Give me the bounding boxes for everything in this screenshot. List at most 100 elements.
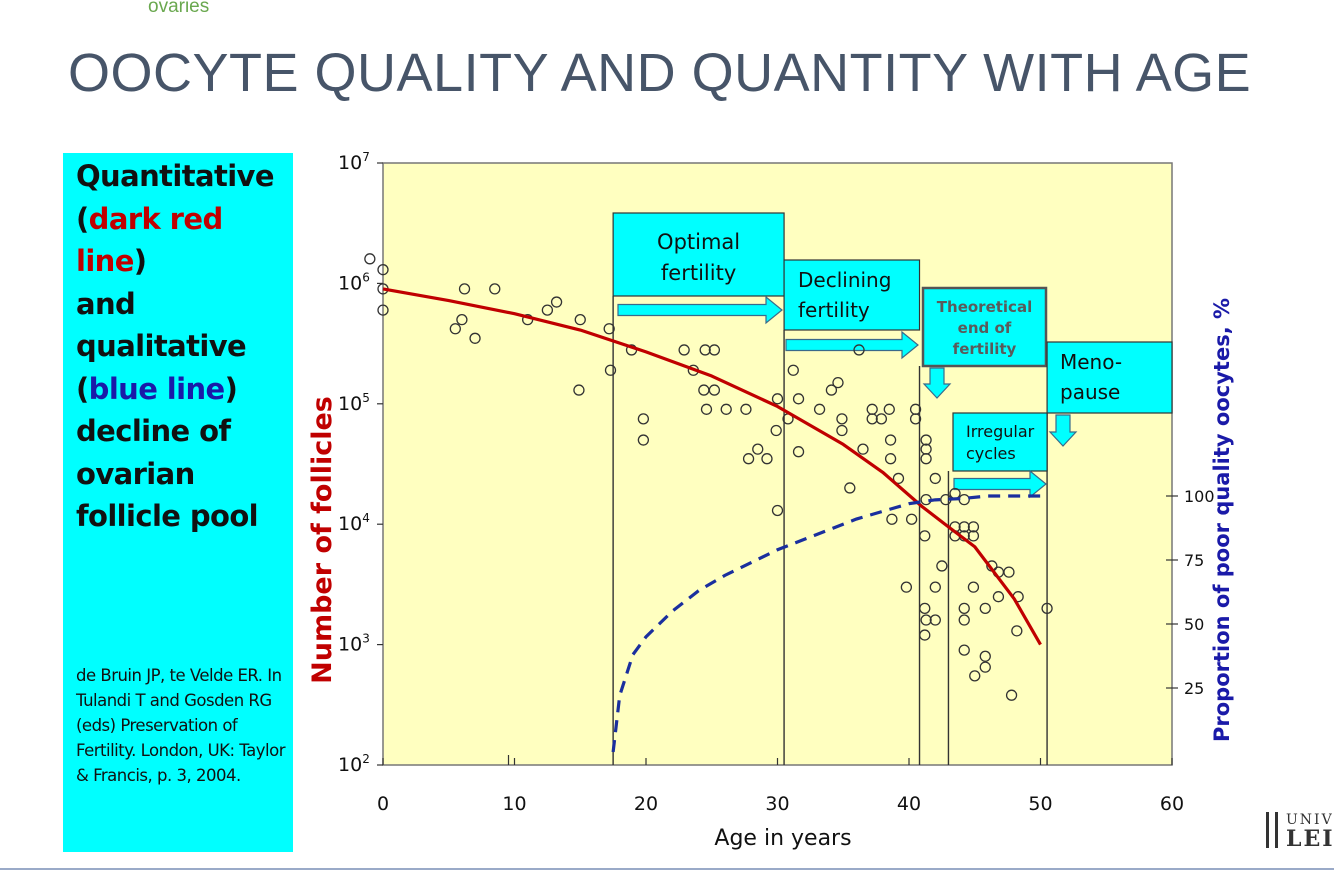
data-point [979,602,991,615]
x-tick-label: 0 [377,793,389,815]
panel-line-and: and [76,286,136,321]
data-point [771,504,784,517]
logo-text-bottom: LEI [1286,826,1334,852]
data-point [574,313,586,326]
panel-line-qualitative: qualitative [76,329,247,363]
panel-line-ovarian: ovarian [76,456,195,491]
data-point [909,413,922,425]
university-logo: UNIV LEI [1262,808,1334,856]
data-point [740,403,752,415]
region-box-declining: Declining fertility [783,259,921,331]
citation: de Bruin JP, te Velde ER. In Tulandi T a… [76,666,285,785]
data-point [920,614,932,626]
box-label: fertility [661,261,736,285]
data-point [825,384,838,396]
region-box-rect [783,259,921,331]
data-point [792,393,805,405]
panel-line-quantitative: Quantitative [76,159,275,193]
data-point [886,513,898,525]
data-point [884,434,897,446]
data-point [958,644,970,656]
data-point [929,581,941,593]
y-tick-label: 106 [338,270,370,294]
box-label: cycles [966,444,1016,463]
panel-line-decline: decline of [76,414,231,448]
paren-open: ( [76,371,89,406]
region-box-rect [1046,341,1173,414]
y-tick-label: 105 [338,391,370,415]
footer-divider [0,868,1334,870]
data-point [1005,689,1018,701]
logo-mark-icon [1266,812,1278,848]
box-label: Irregular [966,422,1035,441]
y-tick-label: 107 [338,150,370,174]
data-point [742,453,755,465]
x-axis-title: Age in years [714,826,851,851]
data-point [1003,566,1015,578]
y2-axis-title: Proportion of poor quality oocytes, % [1210,298,1234,742]
data-point [920,453,932,465]
box-label: fertility [798,298,870,322]
slide-title: OOCYTE QUALITY AND QUANTITY WITH AGE [68,43,1252,103]
data-point [967,581,980,593]
data-point [919,629,931,641]
box-label: end of [958,319,1012,337]
region-box-rect [952,412,1048,472]
quantity-line [382,287,1042,646]
x-tick-label: 40 [897,793,921,815]
data-point [637,413,650,425]
logo-text-top: UNIV [1286,812,1334,828]
blue-line-label: blue line [88,371,226,406]
data-point [836,424,848,437]
quality-line [611,494,1041,753]
data-point [905,513,918,525]
box-label: pause [1060,380,1120,404]
data-point [919,530,931,542]
data-point [875,413,888,425]
y2-tick-label: 25 [1184,679,1204,698]
data-point [458,283,471,295]
box-label: Optimal [657,230,740,254]
data-point [771,393,784,405]
paren-close: ) [133,244,147,278]
data-point [364,253,376,265]
data-point [752,443,764,455]
data-point [573,384,585,396]
data-point [857,443,869,455]
data-point [958,614,970,626]
region-box-theoretical: Theoretical end of fertility [921,286,1048,368]
info-panel: Quantitative ( dark red line) and qualita… [63,153,293,852]
panel-description: Quantitative ( dark red line) and qualita… [76,155,290,538]
data-point [708,344,721,356]
box-label: Theoretical [937,298,1032,316]
region-box-optimal: Optimal fertility [612,212,785,297]
data-point [678,344,690,356]
arrow-right-icon [785,330,919,360]
data-point [377,264,389,276]
red-line-label: dark red line [76,201,223,279]
data-point [844,482,856,494]
data-point [1011,625,1023,637]
data-point [866,413,878,425]
region-box-menopause: Meno-pause [1046,341,1173,414]
data-point [853,344,865,356]
data-point [708,384,721,396]
data-point [700,403,713,415]
data-point [604,364,617,376]
header-snippet: ovaries [148,0,210,17]
data-point [836,413,848,425]
x-tick-label: 50 [1028,793,1052,815]
data-point [550,296,563,308]
data-point [967,521,980,533]
arrow-right-icon [953,469,1047,499]
arrow-right-icon [617,295,783,325]
x-tick-label: 10 [502,793,526,815]
data-point [936,560,948,572]
data-point [541,304,554,316]
arrow-down-icon [1048,414,1078,447]
data-point [929,614,941,626]
data-point [603,323,615,335]
data-point [969,670,981,682]
data-point [900,581,913,593]
